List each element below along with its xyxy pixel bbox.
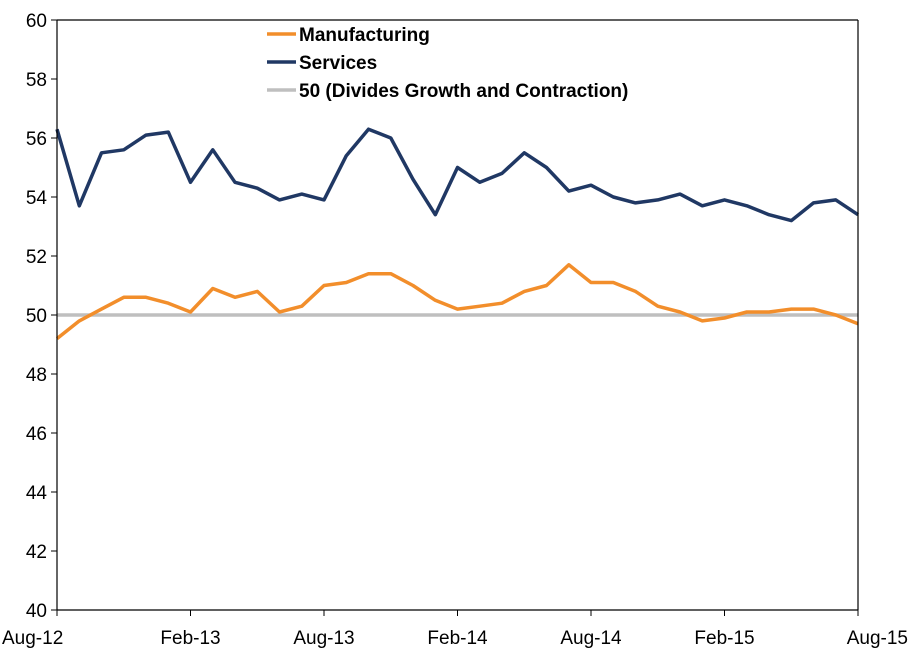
- x-tick-label: Aug-13: [293, 628, 354, 649]
- y-tick-label: 42: [26, 542, 47, 563]
- legend-label: Services: [299, 53, 377, 74]
- x-tick-label: Aug-15: [847, 628, 908, 649]
- x-tick-label: Feb-14: [427, 628, 488, 649]
- x-tick-label: Aug-14: [560, 628, 622, 649]
- series-line-services: [55, 127, 859, 223]
- x-axis-ticks: Aug-12 Feb-13 Aug-13 Feb-14 Aug-14 Feb-15 Aug-…: [2, 610, 908, 649]
- y-tick-label: 46: [26, 424, 47, 445]
- x-tick-label: Feb-15: [694, 628, 754, 649]
- plot-series: [55, 127, 859, 340]
- legend-label: 50 (Divides Growth and Contraction): [299, 81, 628, 102]
- y-tick-label: 44: [26, 483, 48, 504]
- y-tick-label: 48: [26, 365, 47, 386]
- y-tick-label: 54: [26, 188, 48, 209]
- x-tick-label: Aug-12: [2, 628, 63, 649]
- series-line-manufacturing: [55, 263, 859, 340]
- y-tick-label: 40: [26, 601, 47, 622]
- y-axis-ticks: 40 42 44 46 48 50 52 54 56 58 60: [26, 11, 57, 622]
- y-tick-label: 50: [26, 306, 47, 327]
- chart-legend: Manufacturing Services 50 (Divides Growth …: [267, 25, 628, 102]
- y-tick-label: 52: [26, 247, 47, 268]
- y-tick-label: 58: [26, 70, 47, 91]
- y-tick-label: 60: [26, 11, 47, 32]
- y-tick-label: 56: [26, 129, 47, 150]
- legend-label: Manufacturing: [299, 25, 430, 46]
- x-tick-label: Feb-13: [160, 628, 220, 649]
